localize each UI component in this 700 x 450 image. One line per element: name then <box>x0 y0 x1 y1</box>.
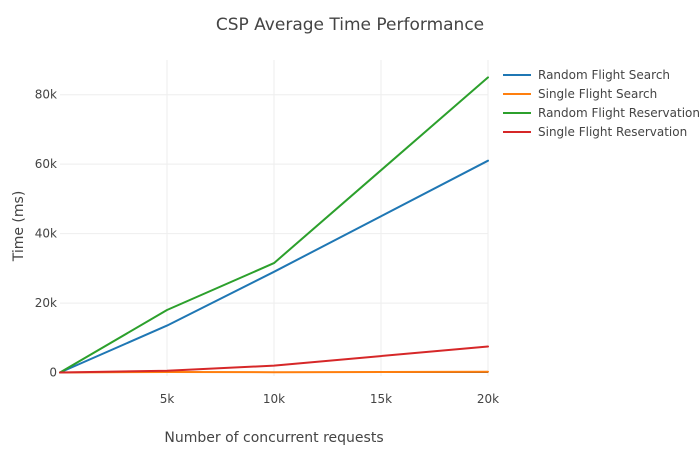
y-tick-label: 60k <box>35 157 57 171</box>
legend-item-2[interactable]: Single Flight Search <box>503 87 657 101</box>
x-tick-label: 20k <box>477 392 499 406</box>
series-line-1 <box>59 159 489 374</box>
series-line-4 <box>59 345 489 374</box>
x-axis-title: Number of concurrent requests <box>164 430 383 446</box>
grid <box>60 60 489 376</box>
y-tick-label: 20k <box>35 296 57 310</box>
x-tick-label: 10k <box>263 392 285 406</box>
chart-title: CSP Average Time Performance <box>216 15 484 35</box>
legend-item-4[interactable]: Single Flight Reservation <box>503 125 687 139</box>
y-tick-label: 0 <box>49 366 57 380</box>
legend-label: Single Flight Search <box>538 87 657 101</box>
x-axis-ticks: 5k 10k 15k 20k <box>160 392 499 406</box>
legend-item-1[interactable]: Random Flight Search <box>503 68 670 82</box>
legend[interactable]: Random Flight Search Single Flight Search… <box>503 68 700 139</box>
legend-item-3[interactable]: Random Flight Reservation <box>503 106 700 120</box>
y-tick-label: 40k <box>35 227 57 241</box>
legend-label: Single Flight Reservation <box>538 125 687 139</box>
y-axis-title: Time (ms) <box>11 191 27 263</box>
series-lines <box>59 76 489 374</box>
y-tick-label: 80k <box>35 88 57 102</box>
y-axis-ticks: 0 20k 40k 60k 80k <box>35 88 57 380</box>
legend-label: Random Flight Search <box>538 68 670 82</box>
x-tick-label: 5k <box>160 392 175 406</box>
series-line-3 <box>59 76 489 374</box>
x-tick-label: 15k <box>370 392 392 406</box>
legend-label: Random Flight Reservation <box>538 106 700 120</box>
